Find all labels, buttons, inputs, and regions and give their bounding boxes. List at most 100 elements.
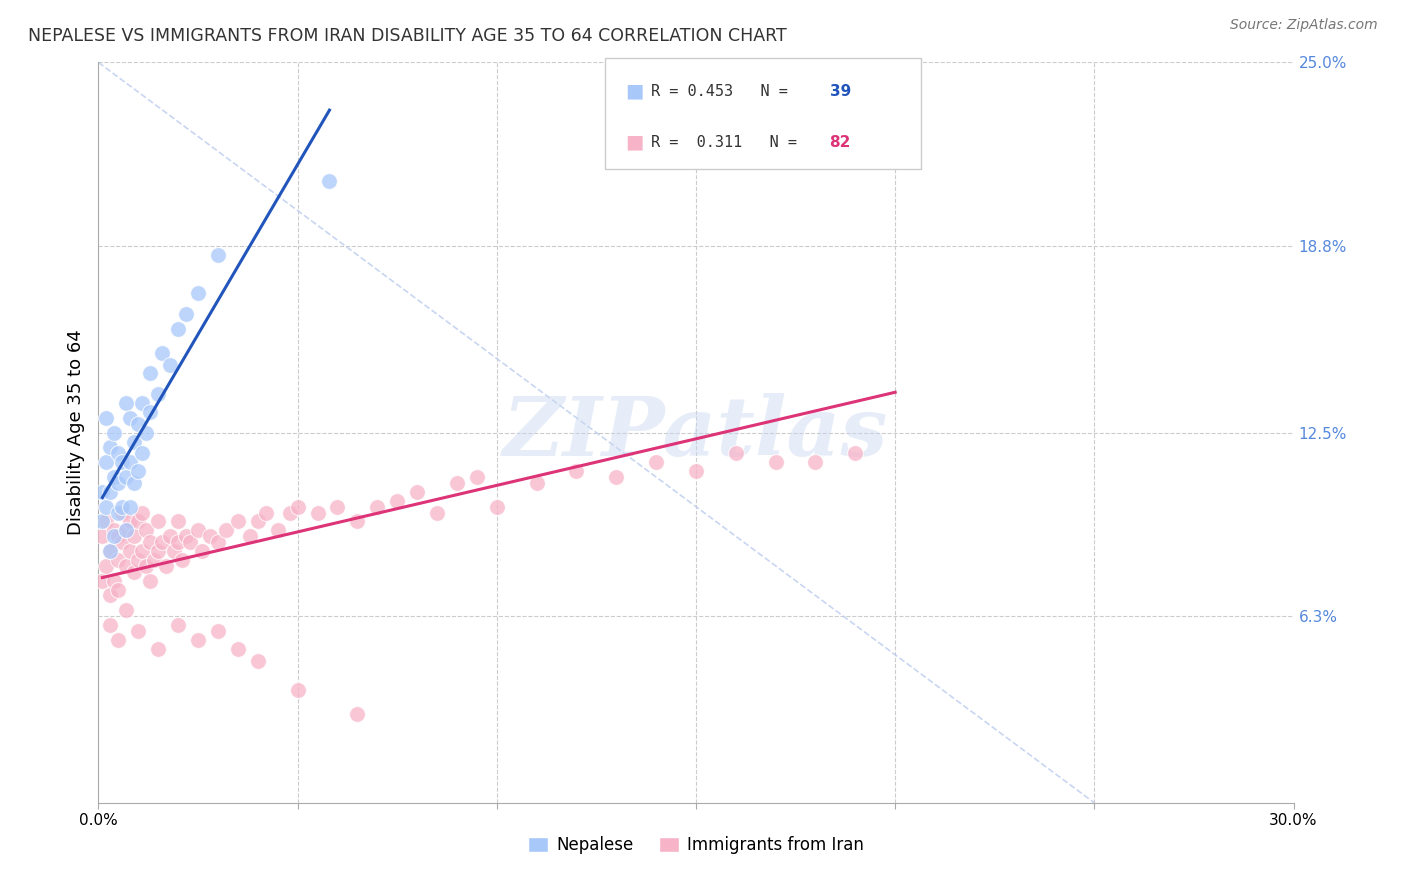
Point bbox=[278, 506, 301, 520]
Point bbox=[111, 506, 134, 520]
Point bbox=[844, 446, 866, 460]
Point bbox=[148, 515, 170, 529]
Point bbox=[187, 286, 209, 301]
Point bbox=[174, 307, 197, 321]
Point bbox=[111, 455, 134, 469]
Point bbox=[385, 493, 409, 508]
Point bbox=[139, 405, 162, 419]
Point bbox=[124, 475, 146, 490]
Point bbox=[465, 470, 488, 484]
Point bbox=[124, 565, 146, 579]
Point bbox=[150, 535, 173, 549]
Point bbox=[246, 515, 269, 529]
Point bbox=[124, 434, 146, 449]
Point bbox=[135, 425, 157, 440]
Point bbox=[120, 455, 142, 469]
Point bbox=[287, 500, 309, 514]
Point bbox=[107, 553, 129, 567]
Point bbox=[172, 553, 194, 567]
Point bbox=[124, 529, 146, 543]
Point bbox=[96, 410, 118, 425]
Point bbox=[96, 558, 118, 573]
Point bbox=[103, 425, 125, 440]
Point bbox=[91, 484, 114, 499]
Point bbox=[207, 535, 229, 549]
Point bbox=[107, 582, 129, 597]
Point bbox=[155, 558, 177, 573]
Point bbox=[91, 515, 114, 529]
Point bbox=[96, 500, 118, 514]
Point bbox=[107, 506, 129, 520]
Text: R = 0.453   N =: R = 0.453 N = bbox=[651, 84, 797, 99]
Point bbox=[366, 500, 388, 514]
Text: Source: ZipAtlas.com: Source: ZipAtlas.com bbox=[1230, 18, 1378, 32]
Y-axis label: Disability Age 35 to 64: Disability Age 35 to 64 bbox=[66, 330, 84, 535]
Point bbox=[226, 641, 249, 656]
Point bbox=[318, 174, 340, 188]
Point bbox=[645, 455, 668, 469]
Point bbox=[131, 544, 153, 558]
Point bbox=[91, 574, 114, 588]
Text: NEPALESE VS IMMIGRANTS FROM IRAN DISABILITY AGE 35 TO 64 CORRELATION CHART: NEPALESE VS IMMIGRANTS FROM IRAN DISABIL… bbox=[28, 27, 787, 45]
Point bbox=[143, 553, 166, 567]
Point bbox=[346, 706, 368, 721]
Point bbox=[120, 544, 142, 558]
Point bbox=[98, 441, 122, 455]
Point bbox=[103, 529, 125, 543]
Point bbox=[98, 589, 122, 603]
Point bbox=[148, 387, 170, 401]
Point bbox=[207, 624, 229, 638]
Point bbox=[167, 618, 190, 632]
Point bbox=[127, 624, 149, 638]
Point bbox=[127, 417, 149, 431]
Point bbox=[107, 529, 129, 543]
Point bbox=[103, 524, 125, 538]
Point bbox=[307, 506, 329, 520]
Point bbox=[115, 524, 138, 538]
Point bbox=[426, 506, 449, 520]
Point bbox=[215, 524, 238, 538]
Point bbox=[346, 515, 368, 529]
Point bbox=[115, 470, 138, 484]
Point bbox=[148, 544, 170, 558]
Point bbox=[485, 500, 508, 514]
Point bbox=[605, 470, 627, 484]
Point bbox=[187, 524, 209, 538]
Point bbox=[167, 322, 190, 336]
Point bbox=[96, 515, 118, 529]
Point bbox=[120, 500, 142, 514]
Text: ■: ■ bbox=[626, 82, 644, 101]
Point bbox=[239, 529, 262, 543]
Point bbox=[120, 410, 142, 425]
Point bbox=[111, 535, 134, 549]
Point bbox=[127, 515, 149, 529]
Point bbox=[884, 85, 907, 99]
Point bbox=[198, 529, 221, 543]
Point bbox=[98, 618, 122, 632]
Point bbox=[115, 396, 138, 410]
Point bbox=[254, 506, 277, 520]
Point bbox=[406, 484, 429, 499]
Point bbox=[159, 358, 181, 372]
Point bbox=[765, 455, 787, 469]
Point bbox=[174, 529, 197, 543]
Point bbox=[179, 535, 201, 549]
Point bbox=[804, 455, 827, 469]
Text: 82: 82 bbox=[830, 135, 851, 150]
Point bbox=[139, 535, 162, 549]
Point bbox=[446, 475, 468, 490]
Point bbox=[148, 641, 170, 656]
Point bbox=[103, 470, 125, 484]
Text: 39: 39 bbox=[830, 84, 851, 99]
Text: R =  0.311   N =: R = 0.311 N = bbox=[651, 135, 806, 150]
Point bbox=[226, 515, 249, 529]
Point bbox=[159, 529, 181, 543]
Point bbox=[131, 506, 153, 520]
Point bbox=[724, 446, 747, 460]
Point bbox=[91, 529, 114, 543]
Point bbox=[103, 574, 125, 588]
Point bbox=[107, 632, 129, 647]
Point bbox=[150, 345, 173, 359]
Point bbox=[96, 455, 118, 469]
Point bbox=[131, 446, 153, 460]
